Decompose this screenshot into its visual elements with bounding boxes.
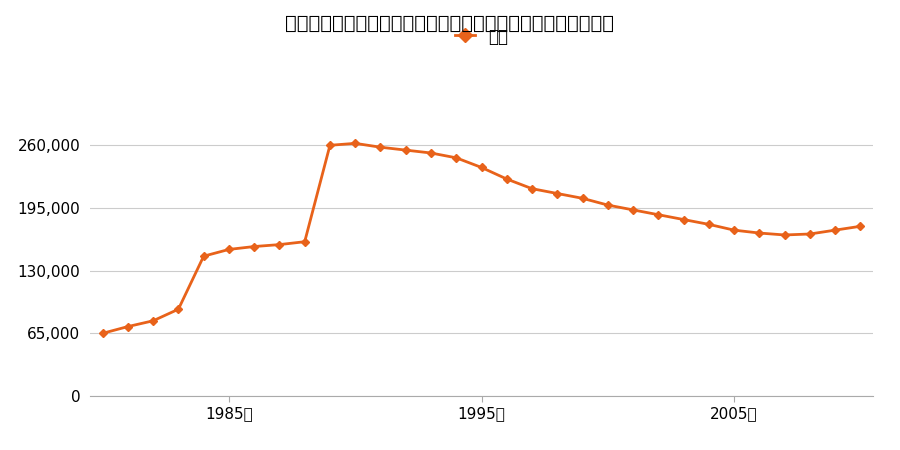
価格: [400, 148, 411, 153]
価格: [729, 227, 740, 233]
価格: [325, 143, 336, 148]
価格: [754, 230, 765, 236]
価格: [627, 207, 638, 212]
価格: [350, 141, 361, 146]
価格: [602, 202, 613, 208]
価格: [779, 232, 790, 238]
Line: 価格: 価格: [100, 140, 863, 336]
価格: [577, 196, 588, 201]
価格: [97, 331, 108, 336]
価格: [148, 318, 158, 324]
価格: [198, 253, 209, 259]
価格: [526, 186, 537, 191]
Legend: 価格: 価格: [448, 21, 515, 52]
価格: [274, 242, 284, 248]
価格: [501, 176, 512, 182]
Text: 神奈川県横浜市戸塚区中野町字稲荷１０５９番１２の地価推移: 神奈川県横浜市戸塚区中野町字稲荷１０５９番１２の地価推移: [285, 14, 615, 32]
価格: [173, 306, 184, 312]
価格: [122, 324, 133, 329]
価格: [223, 247, 234, 252]
価格: [451, 155, 462, 161]
価格: [375, 144, 386, 150]
価格: [426, 150, 436, 156]
価格: [248, 244, 259, 249]
価格: [679, 217, 689, 222]
価格: [476, 165, 487, 170]
価格: [704, 222, 715, 227]
価格: [830, 227, 841, 233]
価格: [805, 231, 815, 237]
価格: [652, 212, 663, 217]
価格: [855, 224, 866, 229]
価格: [552, 191, 562, 196]
価格: [300, 239, 310, 244]
